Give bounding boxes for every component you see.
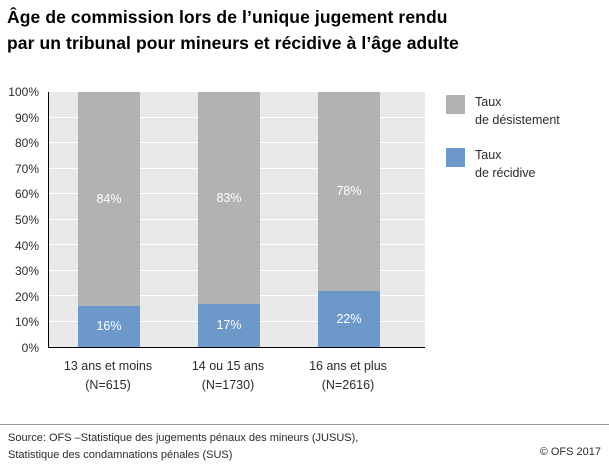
x-axis-labels: 13 ans et moins (N=615) 14 ou 15 ans (N=173… bbox=[48, 357, 408, 396]
bar-value-label: 83% bbox=[216, 190, 242, 205]
bar-segment-desistement: 83% bbox=[198, 92, 260, 304]
bar-segment-recidive: 22% bbox=[318, 290, 380, 347]
bar-segment-desistement: 78% bbox=[318, 92, 380, 291]
legend-item-desistement: Taux de désistement bbox=[446, 93, 560, 129]
bars: 84% 16% 83% 17% 78% 22% bbox=[49, 92, 409, 347]
x-category-label: 16 ans et plus (N=2616) bbox=[288, 357, 408, 396]
y-tick-label: 30% bbox=[14, 264, 39, 279]
x-category-name: 14 ou 15 ans bbox=[191, 359, 265, 373]
legend-label-line: de récidive bbox=[475, 166, 536, 181]
chart-title-line2: par un tribunal pour mineurs et récidive… bbox=[7, 33, 459, 54]
y-tick-label: 80% bbox=[14, 136, 39, 151]
x-category-label: 14 ou 15 ans (N=1730) bbox=[168, 357, 288, 396]
desistement-swatch-icon bbox=[446, 95, 465, 114]
bar-value-label: 22% bbox=[336, 311, 362, 326]
x-category-name: 13 ans et moins bbox=[63, 359, 153, 373]
y-tick-label: 20% bbox=[14, 289, 39, 304]
copyright: © OFS 2017 bbox=[539, 446, 601, 459]
y-tick-label: 90% bbox=[14, 110, 39, 125]
legend-item-recidive: Taux de récidive bbox=[446, 146, 560, 182]
bar-value-label: 17% bbox=[216, 318, 242, 333]
y-tick-label: 100% bbox=[8, 85, 39, 99]
y-tick-label: 0% bbox=[21, 341, 39, 355]
y-tick-label: 60% bbox=[14, 187, 39, 202]
bar-segment-recidive: 16% bbox=[78, 306, 140, 347]
bar-value-label: 78% bbox=[336, 184, 362, 199]
bar-value-label: 84% bbox=[96, 191, 122, 206]
y-axis: 0% 10% 20% 30% 40% 50% 60% 70% 80% 90% 100% bbox=[0, 86, 44, 354]
legend-label-line: Taux bbox=[475, 148, 502, 163]
plot-area: 84% 16% 83% 17% 78% 22% bbox=[48, 91, 425, 348]
x-category-n: (N=615) bbox=[85, 378, 131, 393]
x-category-n: (N=2616) bbox=[321, 378, 375, 393]
legend-label-line: Taux bbox=[475, 95, 502, 109]
legend: Taux de désistement Taux de récidive bbox=[446, 93, 560, 183]
chart-title-line1: Âge de commission lors de l’unique jugem… bbox=[7, 7, 448, 27]
stacked-bar: 83% 17% bbox=[198, 92, 260, 347]
chart-title: Âge de commission lors de l’unique jugem… bbox=[7, 4, 459, 57]
footer: Source: OFS –Statistique des jugements p… bbox=[0, 424, 609, 471]
y-tick-label: 70% bbox=[14, 161, 39, 176]
y-tick-label: 10% bbox=[14, 315, 39, 330]
legend-label-line: de désistement bbox=[475, 113, 560, 128]
x-category-n: (N=1730) bbox=[201, 378, 255, 393]
source-note: Source: OFS –Statistique des jugements p… bbox=[8, 430, 358, 471]
y-tick-label: 40% bbox=[14, 238, 39, 253]
legend-label-desistement: Taux de désistement bbox=[475, 93, 560, 129]
stacked-bar: 84% 16% bbox=[78, 92, 140, 347]
bar-segment-desistement: 84% bbox=[78, 92, 140, 307]
x-category-label: 13 ans et moins (N=615) bbox=[48, 357, 168, 396]
bar-segment-recidive: 17% bbox=[198, 303, 260, 347]
legend-label-recidive: Taux de récidive bbox=[475, 146, 535, 182]
x-category-name: 16 ans et plus bbox=[309, 359, 387, 373]
source-line1: Source: OFS –Statistique des jugements p… bbox=[8, 432, 359, 444]
bar-value-label: 16% bbox=[96, 319, 122, 334]
y-tick-label: 50% bbox=[14, 213, 39, 227]
source-line2: Statistique des condamnations pénales (S… bbox=[8, 448, 233, 461]
recidive-swatch-icon bbox=[446, 148, 465, 168]
stacked-bar: 78% 22% bbox=[318, 92, 380, 347]
gridline bbox=[49, 91, 425, 92]
